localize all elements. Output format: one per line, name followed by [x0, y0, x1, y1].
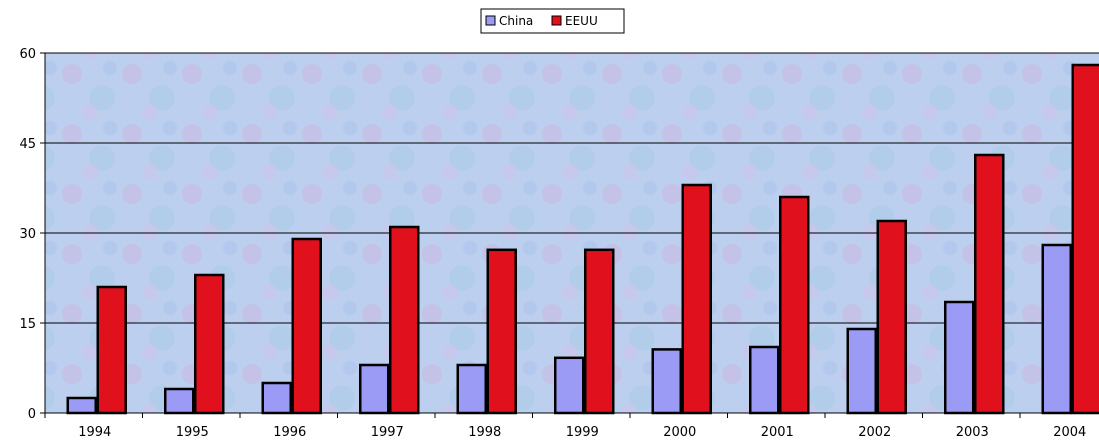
bar-eeuu-1994 — [96, 285, 127, 415]
legend: China EEUU — [480, 8, 625, 34]
bar-eeuu-1999 — [584, 248, 615, 415]
x-tick-label: 2001 — [761, 425, 794, 440]
legend-swatch-eeuu — [551, 15, 562, 26]
x-tick-label: 2004 — [1053, 425, 1086, 440]
bar-eeuu-1997 — [389, 225, 420, 415]
bar-china-2002 — [846, 327, 877, 415]
x-tick-label: 1999 — [566, 425, 599, 440]
bar-china-2003 — [944, 300, 975, 415]
x-tick-label: 1998 — [468, 425, 501, 440]
bar-china-1999 — [554, 356, 585, 415]
bar-eeuu-2003 — [974, 153, 1005, 415]
y-tick-label: 60 — [19, 47, 36, 62]
bar-eeuu-2001 — [779, 195, 810, 415]
bar-eeuu-1998 — [486, 248, 517, 415]
bar-eeuu-2000 — [681, 183, 712, 415]
legend-box — [480, 8, 625, 34]
y-tick-label: 0 — [28, 407, 36, 422]
bar-china-2001 — [749, 345, 780, 415]
legend-label-china: China — [499, 14, 533, 28]
legend-label-eeuu: EEUU — [565, 14, 598, 28]
bar-china-1995 — [164, 387, 195, 415]
bar-china-1997 — [359, 363, 390, 415]
bar-china-1994 — [66, 396, 97, 415]
bar-china-2004 — [1041, 243, 1072, 415]
x-tick-label: 2000 — [663, 425, 696, 440]
x-tick-label: 1996 — [273, 425, 306, 440]
legend-swatch-china — [485, 15, 496, 26]
x-tick-label: 1995 — [176, 425, 209, 440]
axes: 0 15 30 45 60 1994 1995 1996 1997 1998 1999 2000 200… — [19, 47, 1099, 440]
bar-eeuu-2002 — [876, 219, 907, 415]
bar-china-2000 — [651, 348, 682, 415]
bar-eeuu-2004 — [1071, 63, 1099, 415]
bar-eeuu-1996 — [291, 237, 322, 415]
y-tick-label: 45 — [19, 137, 36, 152]
y-tick-label: 30 — [19, 227, 36, 242]
x-tick-label: 1997 — [371, 425, 404, 440]
x-tick-label: 1994 — [78, 425, 111, 440]
bar-eeuu-1995 — [194, 273, 225, 415]
bar-china-1998 — [456, 363, 487, 415]
x-tick-label: 2003 — [956, 425, 989, 440]
x-tick-label: 2002 — [858, 425, 891, 440]
y-tick-label: 15 — [19, 317, 36, 332]
bar-china-1996 — [261, 381, 292, 415]
